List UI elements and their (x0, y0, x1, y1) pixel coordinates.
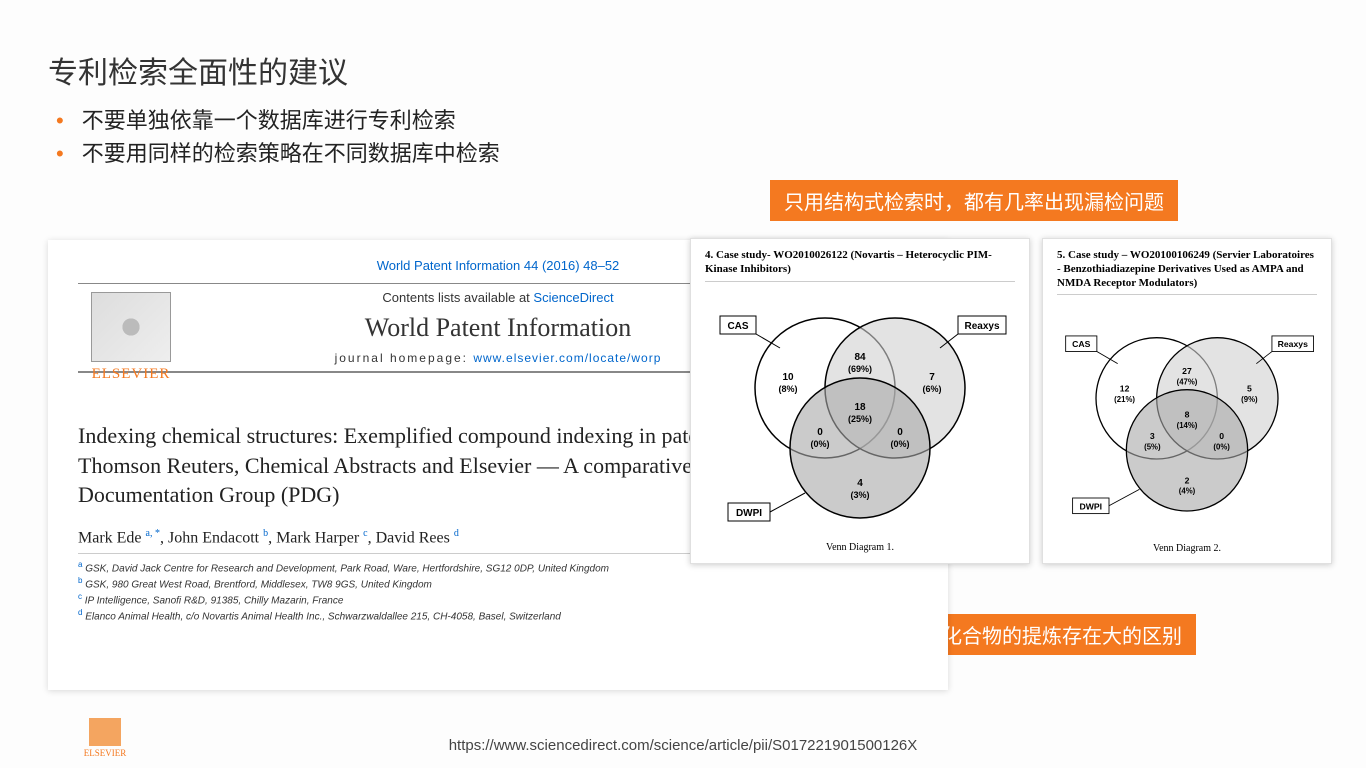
svg-text:27: 27 (1182, 366, 1192, 376)
svg-text:5: 5 (1247, 384, 1252, 394)
svg-text:CAS: CAS (727, 321, 748, 332)
svg-text:(0%): (0%) (1213, 443, 1230, 452)
svg-text:Reaxys: Reaxys (964, 321, 999, 332)
svg-text:(6%): (6%) (922, 384, 941, 394)
svg-text:12: 12 (1120, 384, 1130, 394)
contents-prefix: Contents lists available at (382, 290, 533, 305)
svg-text:8: 8 (1185, 410, 1190, 420)
svg-text:(8%): (8%) (778, 384, 797, 394)
author-name: David Rees (376, 529, 450, 546)
svg-text:7: 7 (929, 372, 935, 383)
svg-text:(4%): (4%) (1179, 487, 1196, 496)
svg-text:(0%): (0%) (810, 439, 829, 449)
homepage-link[interactable]: www.elsevier.com/locate/worp (473, 351, 661, 365)
svg-text:(21%): (21%) (1114, 395, 1135, 404)
svg-text:CAS: CAS (1072, 339, 1091, 349)
author-name: John Endacott (168, 529, 259, 546)
affiliation-line: b GSK, 980 Great West Road, Brentford, M… (78, 576, 918, 592)
svg-text:0: 0 (1219, 431, 1224, 441)
venn-diagram-card-1: 4. Case study- WO2010026122 (Novartis – … (690, 238, 1030, 564)
author-name: Mark Ede (78, 529, 142, 546)
svg-text:DWPI: DWPI (736, 508, 762, 519)
svg-text:(14%): (14%) (1177, 421, 1198, 430)
elsevier-logo: ELSEVIER (76, 292, 186, 383)
affiliations: a GSK, David Jack Centre for Research an… (78, 560, 918, 623)
svg-text:18: 18 (854, 402, 866, 413)
slide-title: 专利检索全面性的建议 (48, 48, 1318, 92)
author-sup: c (363, 528, 367, 539)
venn2-caption: Venn Diagram 2. (1057, 543, 1317, 554)
svg-text:0: 0 (817, 427, 823, 438)
homepage-prefix: journal homepage: (335, 351, 474, 365)
svg-text:(9%): (9%) (1241, 395, 1258, 404)
svg-text:84: 84 (854, 352, 866, 363)
bullet-item: • 不要单独依靠一个数据库进行专利检索 (56, 104, 1318, 137)
svg-text:(0%): (0%) (890, 439, 909, 449)
bullet-item: • 不要用同样的检索策略在不同数据库中检索 (56, 137, 1318, 170)
author-name: Mark Harper (276, 529, 359, 546)
author-sup: a, * (146, 528, 160, 539)
bullet-text: 不要用同样的检索策略在不同数据库中检索 (82, 137, 500, 170)
author-sup: d (454, 528, 459, 539)
author-sup: b (263, 528, 268, 539)
venn1-heading: 4. Case study- WO2010026122 (Novartis – … (705, 249, 1015, 282)
venn-diagram-card-2: 5. Case study – WO20100106249 (Servier L… (1042, 238, 1332, 564)
svg-text:0: 0 (897, 427, 903, 438)
bullet-list: • 不要单独依靠一个数据库进行专利检索 • 不要用同样的检索策略在不同数据库中检索 (56, 104, 1318, 170)
venn2-svg: CAS Reaxys DWPI 12(21%) 5(9%) 27 (47%) 3 (… (1057, 301, 1317, 539)
svg-text:(25%): (25%) (848, 414, 872, 424)
svg-text:4: 4 (857, 478, 863, 489)
bullet-dot-icon: • (56, 137, 64, 170)
svg-text:DWPI: DWPI (1079, 502, 1102, 512)
affiliation-line: d Elanco Animal Health, c/o Novartis Ani… (78, 608, 918, 624)
elsevier-tree-icon (91, 292, 171, 362)
footer-url: https://www.sciencedirect.com/science/ar… (0, 737, 1366, 754)
sciencedirect-link[interactable]: ScienceDirect (533, 290, 613, 305)
bullet-text: 不要单独依靠一个数据库进行专利检索 (82, 104, 456, 137)
venn1-svg: CAS Reaxys DWPI 10(8%) 7(6%) 84(69%) 0(0… (710, 288, 1010, 538)
svg-text:(69%): (69%) (848, 364, 872, 374)
svg-text:(47%): (47%) (1177, 378, 1198, 387)
svg-text:(5%): (5%) (1144, 443, 1161, 452)
elsevier-logo-text: ELSEVIER (76, 366, 186, 383)
affiliation-line: c IP Intelligence, Sanofi R&D, 91385, Ch… (78, 592, 918, 608)
svg-text:(3%): (3%) (850, 490, 869, 500)
callout-missing-results: 只用结构式检索时，都有几率出现漏检问题 (770, 180, 1178, 221)
venn1-caption: Venn Diagram 1. (705, 542, 1015, 553)
svg-text:2: 2 (1185, 476, 1190, 486)
bullet-dot-icon: • (56, 104, 64, 137)
venn2-heading: 5. Case study – WO20100106249 (Servier L… (1057, 249, 1317, 295)
svg-text:10: 10 (782, 372, 794, 383)
svg-text:3: 3 (1150, 431, 1155, 441)
svg-text:Reaxys: Reaxys (1278, 339, 1309, 349)
